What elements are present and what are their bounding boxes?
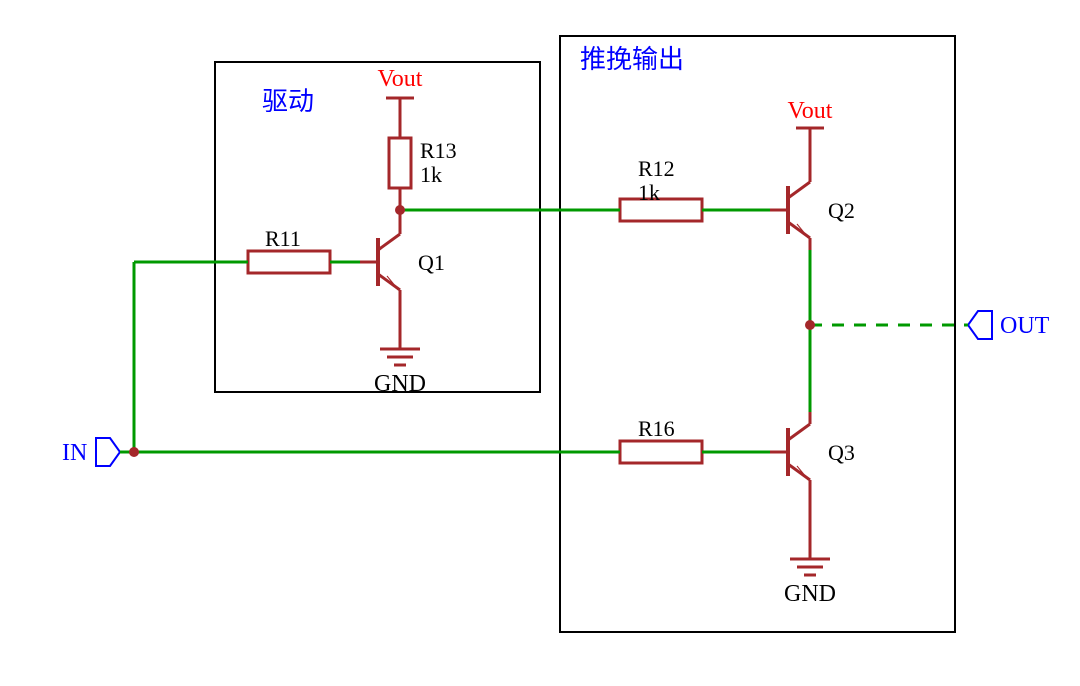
label: 驱动 <box>262 87 314 116</box>
label: GND <box>374 371 426 397</box>
label: IN <box>62 440 87 466</box>
schematic-canvas: 驱动推挽输出INOUTVoutVoutGNDGNDR11R131kR121kR1… <box>0 0 1080 686</box>
label: R12 <box>638 156 675 181</box>
label: OUT <box>1000 313 1050 339</box>
label: Vout <box>378 66 423 92</box>
label: 1k <box>420 162 442 187</box>
label: Q3 <box>828 440 855 465</box>
label: Vout <box>788 98 833 124</box>
label: Q1 <box>418 250 445 275</box>
label: R13 <box>420 138 457 163</box>
label: 推挽输出 <box>580 45 684 74</box>
label: Q2 <box>828 198 855 223</box>
label: 1k <box>638 180 660 205</box>
label: R16 <box>638 416 675 441</box>
label: R11 <box>265 226 301 251</box>
label: GND <box>784 581 836 607</box>
